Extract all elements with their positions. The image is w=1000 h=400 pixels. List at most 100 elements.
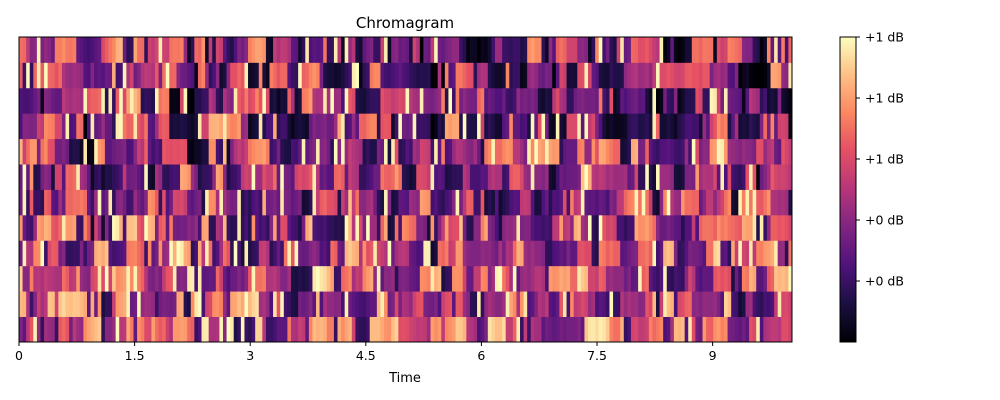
heatmap-cell	[316, 164, 321, 190]
heatmap-cell	[688, 265, 693, 292]
heatmap-cell	[101, 291, 106, 317]
heatmap-cell	[641, 164, 646, 190]
heatmap-cell	[426, 113, 431, 140]
heatmap-cell	[698, 214, 703, 241]
heatmap-cell	[72, 316, 77, 343]
heatmap-cell	[494, 214, 499, 241]
heatmap-cell	[437, 113, 442, 140]
heatmap-cell	[273, 138, 278, 165]
heatmap-cell	[122, 138, 127, 165]
heatmap-cell	[756, 62, 761, 89]
heatmap-cell	[713, 189, 718, 216]
heatmap-cell	[283, 265, 288, 292]
heatmap-cell	[358, 291, 363, 317]
heatmap-cell	[22, 113, 27, 140]
heatmap-cell	[666, 138, 671, 165]
heatmap-cell	[54, 138, 59, 165]
heatmap-cell	[126, 291, 131, 317]
heatmap-cell	[90, 240, 95, 267]
heatmap-cell	[183, 214, 188, 241]
heatmap-cell	[784, 113, 789, 140]
heatmap-cell	[283, 316, 288, 343]
heatmap-cell	[759, 189, 764, 216]
heatmap-cell	[194, 87, 199, 114]
heatmap-cell	[319, 291, 324, 317]
heatmap-cell	[691, 240, 696, 267]
heatmap-cell	[487, 291, 492, 317]
heatmap-cell	[727, 265, 732, 292]
heatmap-cell	[373, 113, 378, 140]
heatmap-cell	[426, 164, 431, 190]
heatmap-cell	[645, 138, 650, 165]
heatmap-cell	[348, 189, 353, 216]
heatmap-cell	[65, 113, 70, 140]
heatmap-cell	[205, 316, 210, 343]
heatmap-cell	[312, 265, 317, 292]
heatmap-cell	[76, 62, 81, 89]
heatmap-cell	[290, 62, 295, 89]
heatmap-cell	[230, 62, 235, 89]
heatmap-cell	[108, 189, 113, 216]
heatmap-cell	[69, 291, 74, 317]
heatmap-cell	[648, 113, 653, 140]
heatmap-cell	[294, 265, 299, 292]
heatmap-cell	[366, 265, 371, 292]
heatmap-cell	[262, 37, 267, 63]
heatmap-cell	[258, 62, 263, 89]
heatmap-cell	[373, 138, 378, 165]
heatmap-cell	[133, 87, 138, 114]
heatmap-cell	[663, 37, 668, 63]
heatmap-cell	[147, 164, 152, 190]
heatmap-cell	[788, 62, 793, 89]
heatmap-cell	[237, 138, 242, 165]
heatmap-cell	[83, 214, 88, 241]
heatmap-cell	[391, 164, 396, 190]
heatmap-cell	[509, 240, 514, 267]
heatmap-cell	[194, 265, 199, 292]
heatmap-cell	[505, 164, 510, 190]
heatmap-cell	[344, 240, 349, 267]
heatmap-cell	[376, 240, 381, 267]
heatmap-cell	[398, 291, 403, 317]
heatmap-cell	[502, 240, 507, 267]
heatmap-cell	[337, 87, 342, 114]
heatmap-cell	[79, 214, 84, 241]
heatmap-cell	[405, 138, 410, 165]
heatmap-cell	[119, 291, 124, 317]
heatmap-cell	[555, 62, 560, 89]
heatmap-cell	[545, 240, 550, 267]
heatmap-cell	[115, 113, 120, 140]
heatmap-cell	[580, 113, 585, 140]
heatmap-cell	[122, 37, 127, 63]
heatmap-cell	[724, 265, 728, 292]
heatmap-cell	[738, 138, 743, 165]
heatmap-cell	[738, 189, 743, 216]
heatmap-cell	[83, 62, 88, 89]
heatmap-cell	[595, 189, 600, 216]
heatmap-cell	[301, 164, 306, 190]
heatmap-cell	[362, 291, 367, 317]
heatmap-cell	[197, 189, 202, 216]
heatmap-cell	[104, 138, 109, 165]
heatmap-cell	[734, 240, 739, 267]
heatmap-cell	[36, 240, 41, 267]
heatmap-cell	[323, 265, 328, 292]
heatmap-cell	[731, 214, 736, 241]
heatmap-cell	[366, 214, 371, 241]
heatmap-cell	[115, 265, 120, 292]
heatmap-cell	[187, 214, 192, 241]
heatmap-cell	[423, 87, 428, 114]
heatmap-cell	[222, 316, 227, 343]
heatmap-cell	[83, 37, 88, 63]
heatmap-cell	[51, 189, 56, 216]
heatmap-cell	[781, 37, 786, 63]
heatmap-cell	[137, 316, 142, 343]
heatmap-cell	[348, 291, 353, 317]
heatmap-cell	[112, 138, 117, 165]
heatmap-cell	[645, 37, 650, 63]
heatmap-cell	[641, 87, 646, 114]
heatmap-cell	[244, 62, 249, 89]
heatmap-cell	[584, 214, 589, 241]
heatmap-cell	[101, 265, 106, 292]
heatmap-cell	[283, 240, 288, 267]
